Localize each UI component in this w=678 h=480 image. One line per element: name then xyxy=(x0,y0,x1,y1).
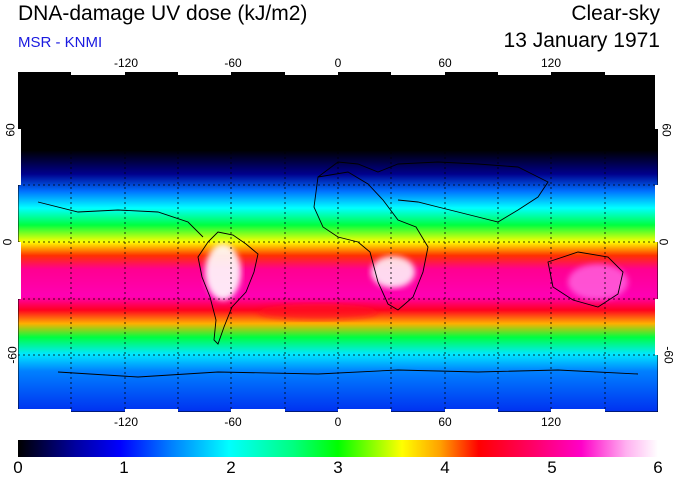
lon-tick-top-minus60: -60 xyxy=(224,56,242,70)
hotspot-southern-africa xyxy=(371,256,415,288)
colorbar-label-2: 2 xyxy=(226,458,236,477)
source-label: MSR - KNMI xyxy=(18,34,103,51)
hotspot-australia xyxy=(568,264,628,300)
colorbar-label-0: 0 xyxy=(13,458,23,477)
hotspot-south-america xyxy=(205,244,241,300)
lon-tick-bottom-minus60: -60 xyxy=(224,415,242,429)
lat-tick-left-60: 60 xyxy=(3,123,18,137)
band-south-atlantic xyxy=(258,304,378,320)
lon-tick-bottom-0: 0 xyxy=(334,415,342,429)
lon-tick-bottom-minus120: -120 xyxy=(113,415,139,429)
lon-tick-bottom-120: 120 xyxy=(540,415,562,429)
sky-condition-label: Clear-sky xyxy=(571,2,660,25)
colorbar-label-1: 1 xyxy=(119,458,129,477)
lat-tick-right-0: 0 xyxy=(656,238,671,246)
colorbar-label-6: 6 xyxy=(653,458,663,477)
coast-eurasia xyxy=(317,161,549,223)
graticule xyxy=(18,72,658,412)
lat-tick-left-0: 0 xyxy=(0,238,15,246)
chart-title: DNA-damage UV dose (kJ/m2) xyxy=(18,2,308,25)
coastlines xyxy=(37,161,639,378)
coast-africa xyxy=(313,171,429,311)
colorbar-label-4: 4 xyxy=(440,458,450,477)
lon-tick-top-minus120: -120 xyxy=(113,56,139,70)
lat-tick-right-minus60: -60 xyxy=(661,346,676,364)
colorbar-label-5: 5 xyxy=(547,458,557,477)
coast-antarctica xyxy=(57,369,639,378)
uv-dose-map xyxy=(18,72,658,412)
lon-tick-top-60: 60 xyxy=(438,56,452,70)
lat-tick-right-60: 60 xyxy=(659,123,674,137)
lon-tick-bottom-60: 60 xyxy=(438,415,452,429)
coast-australia xyxy=(547,251,624,308)
color-scale-bar xyxy=(18,440,658,457)
date-label: 13 January 1971 xyxy=(503,29,660,52)
coast-north-america xyxy=(37,201,204,238)
frame-ticks xyxy=(18,72,658,412)
coast-south-america xyxy=(197,231,259,345)
lon-tick-top-0: 0 xyxy=(334,56,342,70)
colorbar-label-3: 3 xyxy=(333,458,343,477)
lon-tick-top-120: 120 xyxy=(540,56,562,70)
